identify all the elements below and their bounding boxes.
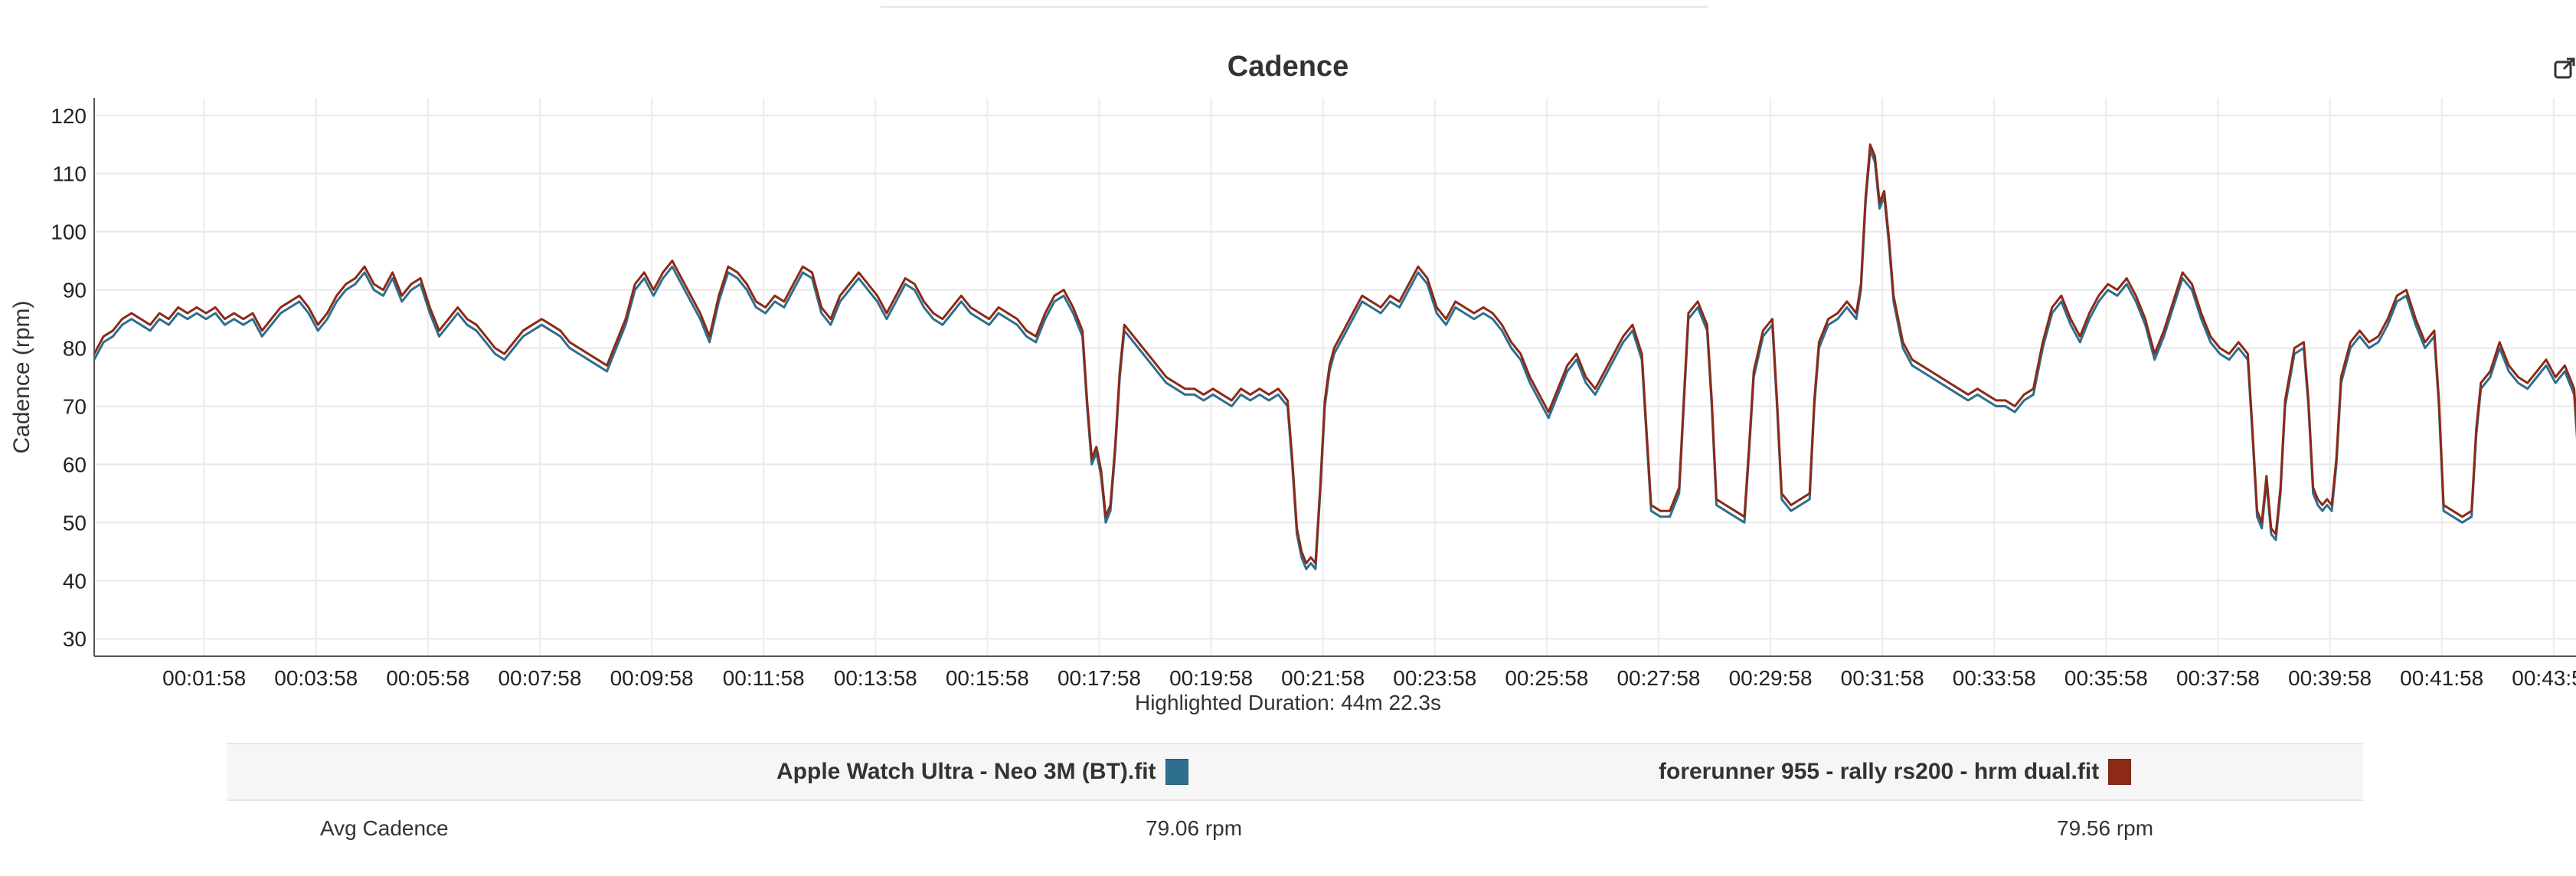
y-tick-label: 70	[63, 394, 87, 418]
x-tick-label: 00:09:58	[610, 666, 694, 689]
x-tick-label: 00:41:58	[2400, 666, 2483, 689]
y-tick-label: 40	[63, 569, 87, 593]
y-axis-label: Cadence (rpm)	[9, 300, 34, 453]
y-tick-label: 50	[63, 511, 87, 534]
x-tick-label: 00:25:58	[1505, 666, 1588, 689]
x-tick-label: 00:31:58	[1841, 666, 1924, 689]
series-line-1[interactable]	[93, 143, 2576, 604]
row-label: Avg Cadence	[320, 816, 449, 840]
y-tick-label: 60	[63, 453, 87, 476]
top-divider	[881, 6, 1708, 8]
y-tick-label: 100	[51, 221, 87, 244]
stats-table: Apple Watch Ultra - Neo 3M (BT).fit fore…	[227, 743, 2363, 859]
stats-table-header: Apple Watch Ultra - Neo 3M (BT).fit fore…	[227, 743, 2363, 801]
x-tick-label: 00:33:58	[1953, 666, 2036, 689]
tick-labels: 30 40 50 60 70 80 90 100 110 120 00:01:58 00:03:58 0…	[51, 104, 2576, 689]
x-tick-label: 00:03:58	[274, 666, 358, 689]
x-tick-label: 00:13:58	[834, 666, 917, 689]
x-tick-label: 00:29:58	[1729, 666, 1813, 689]
legend-label: forerunner 955 - rally rs200 - hrm dual.…	[1659, 759, 2100, 784]
x-tick-label: 00:39:58	[2288, 666, 2372, 689]
row-value: 79.06 rpm	[1146, 816, 1243, 840]
x-tick-label: 00:23:58	[1393, 666, 1476, 689]
x-tick-label: 00:05:58	[386, 666, 469, 689]
series-layer	[93, 143, 2576, 610]
highlighted-duration: Highlighted Duration: 44m 22.3s	[1134, 691, 1441, 714]
y-tick-label: 110	[52, 162, 87, 186]
x-tick-label: 00:21:58	[1281, 666, 1365, 689]
external-link-icon[interactable]	[2553, 57, 2576, 80]
x-tick-label: 00:43:58	[2512, 666, 2576, 689]
y-tick-label: 120	[51, 104, 87, 128]
x-tick-label: 00:11:58	[723, 666, 805, 689]
x-tick-label: 00:37:58	[2176, 666, 2260, 689]
y-tick-label: 90	[63, 279, 87, 302]
y-tick-label: 80	[63, 337, 87, 361]
x-tick-label: 00:27:58	[1617, 666, 1700, 689]
x-tick-label: 00:17:58	[1058, 666, 1141, 689]
x-tick-label: 00:35:58	[2064, 666, 2148, 689]
x-tick-label: 00:15:58	[946, 666, 1029, 689]
legend-swatch	[1165, 759, 1188, 785]
cadence-line-chart[interactable]: 30 40 50 60 70 80 90 100 110 120 00:01:58 00:03:58 0…	[0, 0, 2576, 689]
x-tick-label: 00:07:58	[498, 666, 581, 689]
chart-title: Cadence	[1227, 51, 1349, 83]
axes	[93, 98, 2576, 657]
series-line-0[interactable]	[93, 149, 2576, 610]
y-tick-label: 30	[63, 627, 87, 651]
table-row: Avg Cadence 79.06 rpm 79.56 rpm	[227, 801, 2363, 859]
grid	[94, 98, 2576, 656]
legend-column-forerunner[interactable]: forerunner 955 - rally rs200 - hrm dual.…	[1659, 744, 2132, 799]
x-tick-label: 00:19:58	[1169, 666, 1253, 689]
row-value: 79.56 rpm	[2057, 816, 2154, 840]
legend-swatch	[2108, 759, 2132, 785]
legend-column-apple-watch[interactable]: Apple Watch Ultra - Neo 3M (BT).fit	[776, 744, 1188, 799]
x-tick-label: 00:01:58	[162, 666, 246, 689]
legend-label: Apple Watch Ultra - Neo 3M (BT).fit	[776, 759, 1156, 784]
